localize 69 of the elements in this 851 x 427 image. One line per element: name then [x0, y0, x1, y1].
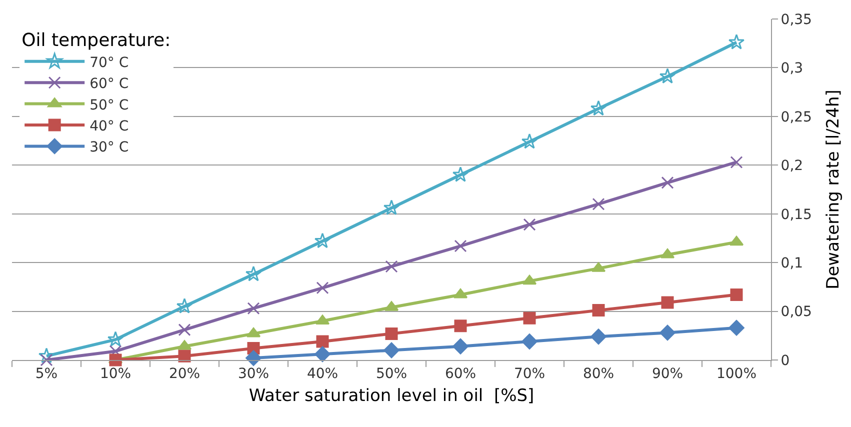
point — [384, 342, 400, 358]
point — [661, 176, 674, 189]
point — [454, 240, 467, 252]
point — [728, 34, 745, 50]
y-tick-label: 0,25 — [780, 109, 812, 126]
legend-title: Oil temperature: — [22, 30, 171, 51]
legend-label: 60° C — [90, 76, 129, 92]
y-tick-label: 0 — [780, 352, 790, 369]
point — [246, 327, 261, 338]
legend-label: 50° C — [90, 97, 129, 114]
y-tick-label: 0,35 — [780, 12, 812, 28]
point — [38, 348, 55, 364]
y-tick-label: 0,15 — [780, 206, 812, 223]
point — [40, 354, 53, 366]
point — [453, 288, 468, 298]
point — [590, 100, 607, 116]
point — [523, 312, 536, 324]
point — [592, 304, 605, 317]
x-tick-label: 100% — [716, 366, 757, 382]
x-tick-label: 80% — [582, 366, 614, 382]
point — [176, 298, 193, 314]
point — [590, 328, 606, 345]
x-tick-label: 60% — [444, 366, 476, 382]
point — [660, 324, 676, 341]
y-tick-label: 0,3 — [780, 60, 804, 77]
x-axis-title: Water saturation level in oil [%S] — [248, 386, 534, 406]
point — [730, 156, 743, 168]
point — [452, 338, 468, 354]
legend-label: 70° C — [90, 54, 129, 71]
point — [452, 166, 469, 182]
point — [522, 274, 537, 285]
point — [521, 133, 538, 149]
point — [385, 260, 398, 273]
point — [314, 232, 331, 248]
legend-label: 30° C — [90, 140, 129, 156]
point — [661, 296, 674, 309]
point — [523, 218, 536, 231]
point — [454, 320, 467, 332]
x-tick-label: 70% — [514, 366, 546, 382]
x-tick-label: 90% — [652, 366, 684, 382]
y-tick-label: 0,05 — [780, 304, 812, 320]
x-tick-label: 20% — [168, 366, 200, 382]
x-tick-label: 40% — [306, 366, 338, 382]
x-tick-label: 30% — [238, 366, 270, 382]
y-tick-label: 0,1 — [780, 255, 804, 272]
point — [178, 350, 191, 362]
point — [659, 68, 676, 84]
point — [316, 335, 329, 348]
point — [385, 327, 398, 340]
point — [246, 350, 262, 366]
point — [728, 320, 744, 336]
point — [247, 302, 260, 315]
point — [592, 198, 605, 210]
y-tick-label: 0,2 — [780, 158, 804, 174]
point — [729, 236, 744, 246]
x-tick-label: 5% — [35, 366, 58, 382]
x-tick-label: 10% — [100, 366, 132, 382]
point — [383, 200, 400, 215]
point — [316, 282, 329, 294]
point — [107, 331, 124, 347]
point — [522, 334, 538, 350]
point — [178, 324, 191, 336]
x-tick-label: 50% — [376, 366, 408, 382]
point — [245, 266, 262, 282]
point — [730, 288, 743, 301]
legend-label: 40° C — [90, 118, 129, 134]
y-axis-title: Dewatering rate [l/24h] — [823, 90, 844, 290]
point — [315, 314, 330, 325]
point — [314, 346, 330, 362]
